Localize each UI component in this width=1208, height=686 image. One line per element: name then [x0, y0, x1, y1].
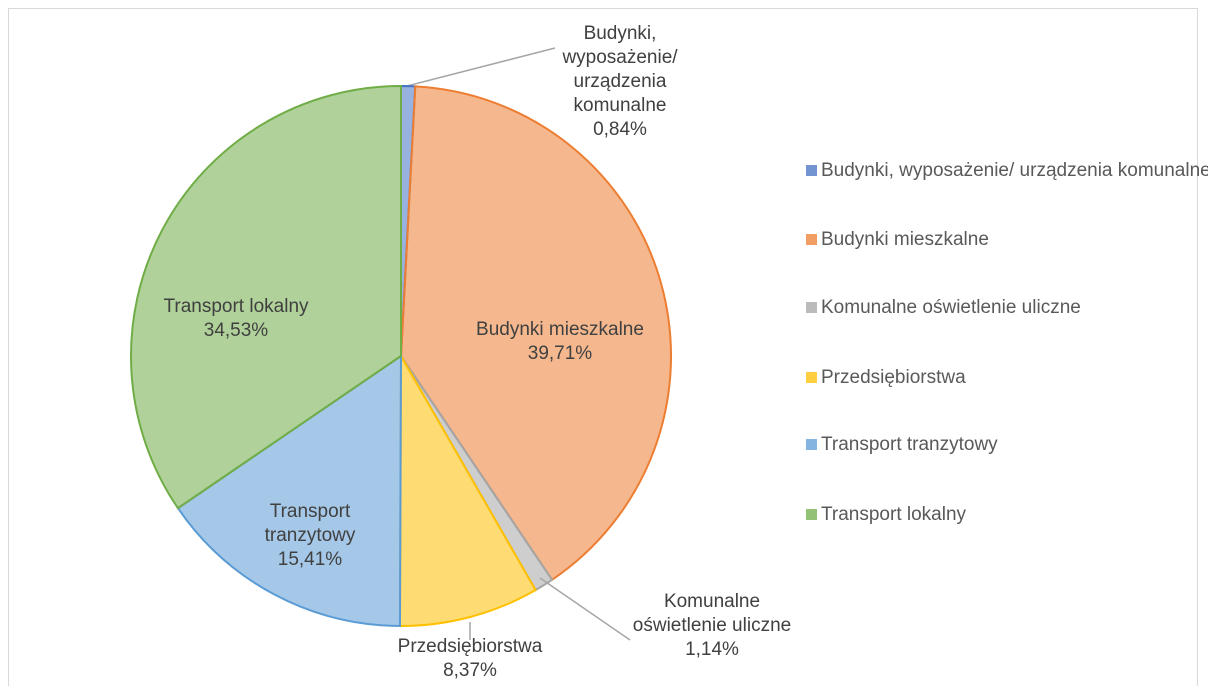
legend-item: Budynki mieszkalne [806, 226, 1208, 253]
data-label-value: 8,37% [443, 660, 497, 681]
data-label-category: Budynki mieszkalne [476, 319, 644, 340]
legend-label: Budynki, wyposażenie/ urządzenia komunal… [821, 160, 1208, 181]
legend-item: Przedsiębiorstwa [806, 364, 1208, 391]
data-label-value: 39,71% [527, 343, 593, 364]
legend-swatch [806, 372, 817, 383]
leader-lines [406, 47, 631, 641]
data-label-value: 15,41% [277, 549, 343, 570]
legend-item: Transport tranzytowy [806, 431, 1208, 458]
pie-slice [176, 354, 403, 628]
pie-slice [399, 85, 672, 582]
legend-item: Budynki, wyposażenie/ urządzenia komunal… [806, 157, 1208, 184]
leader-line [539, 577, 631, 641]
chart-frame [8, 8, 1198, 686]
data-label: Przedsiębiorstwa 8,37% [360, 635, 580, 683]
legend-swatch [806, 234, 817, 245]
legend-label: Komunalne oświetlenie uliczne [821, 297, 1081, 318]
data-label-value: 0,84% [593, 119, 647, 140]
data-label-category: Budynki, wyposażenie/ urządzenia komunal… [562, 23, 678, 116]
data-label-value: 34,53% [203, 320, 269, 341]
legend-swatch [806, 509, 817, 520]
data-label: Transport lokalny 34,53% [126, 295, 346, 343]
legend-swatch [806, 439, 817, 450]
legend-label: Transport tranzytowy [821, 434, 998, 455]
legend-label: Transport lokalny [821, 504, 967, 525]
legend-swatch [806, 302, 817, 313]
legend-item: Komunalne oświetlenie uliczne [806, 294, 1208, 321]
leader-line [406, 47, 556, 87]
data-label-category: Przedsiębiorstwa [397, 636, 543, 657]
data-label-category: Transport lokalny [163, 296, 309, 317]
data-label: Komunalne oświetlenie uliczne 1,14% [617, 590, 807, 662]
data-label-value: 1,14% [685, 639, 739, 660]
pie-slice [130, 84, 402, 510]
data-label: Transport tranzytowy 15,41% [235, 500, 385, 572]
legend-swatch [806, 165, 817, 176]
legend-item: Transport lokalny [806, 501, 1208, 528]
data-label: Budynki, wyposażenie/ urządzenia komunal… [540, 22, 700, 142]
legend-label: Budynki mieszkalne [821, 229, 989, 250]
legend-label: Przedsiębiorstwa [821, 367, 966, 388]
data-label: Budynki mieszkalne 39,71% [440, 318, 680, 366]
data-label-category: Transport tranzytowy [264, 501, 356, 546]
data-label-category: Komunalne oświetlenie uliczne [632, 591, 792, 636]
pie-slice [398, 352, 538, 627]
